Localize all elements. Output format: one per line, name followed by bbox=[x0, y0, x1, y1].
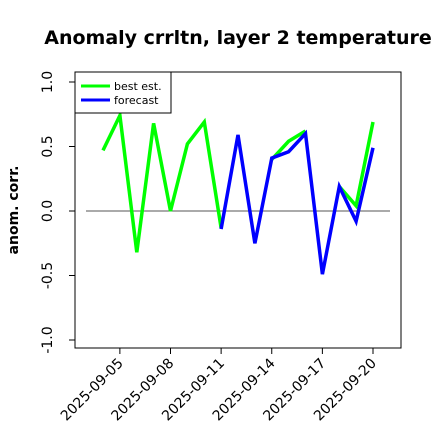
chart-title: Anomaly crrltn, layer 2 temperature bbox=[44, 27, 432, 49]
y-axis-label: anom. corr. bbox=[6, 166, 22, 255]
legend-box bbox=[74, 71, 172, 114]
x-axis: 2025-09-052025-09-082025-09-112025-09-14… bbox=[58, 348, 380, 424]
series-line-best-est bbox=[270, 129, 307, 161]
legend-label-best-est: best est. bbox=[114, 80, 162, 93]
y-tick-label: 0.0 bbox=[40, 200, 56, 222]
legend-label-forecast: forecast bbox=[114, 94, 159, 107]
y-tick-label: 0.5 bbox=[40, 135, 56, 157]
y-axis: -1.0 -0.5 0.0 0.5 1.0 bbox=[40, 71, 75, 354]
series-layer bbox=[101, 109, 375, 275]
series-line-best-est bbox=[101, 109, 223, 253]
series-line-forecast bbox=[219, 129, 375, 275]
series-line-best-est bbox=[337, 121, 375, 210]
legend: best est. forecast bbox=[74, 71, 172, 114]
y-tick-label: -0.5 bbox=[40, 262, 56, 289]
y-tick-label: 1.0 bbox=[40, 71, 56, 93]
plot-frame bbox=[74, 71, 402, 349]
y-tick-label: -1.0 bbox=[40, 326, 56, 353]
